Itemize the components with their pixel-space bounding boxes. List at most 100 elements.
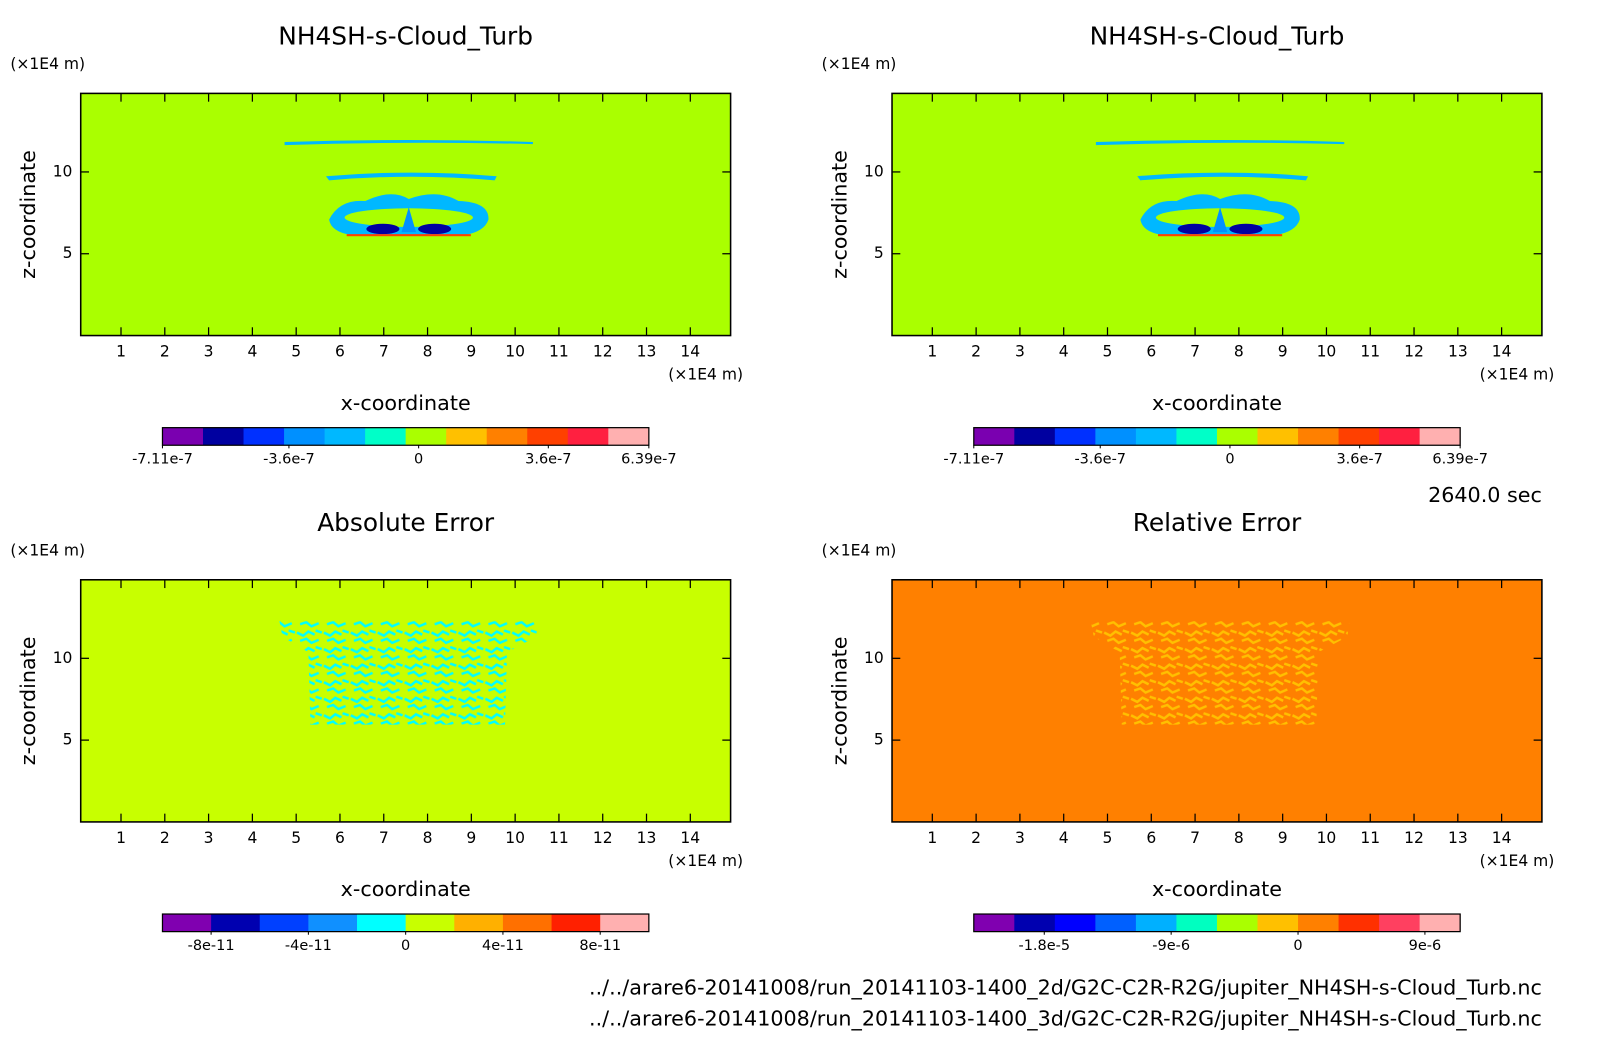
x-tick-label: 2 bbox=[160, 343, 170, 361]
colorbar-frame bbox=[973, 427, 1461, 446]
colorbar-segment bbox=[1054, 427, 1096, 446]
colorbar-tick-label: 9e-6 bbox=[1409, 938, 1442, 954]
cloud-low bbox=[366, 223, 400, 235]
cloud-edge bbox=[346, 234, 471, 237]
x-tick-label: 14 bbox=[680, 343, 700, 361]
x-tick-label: 5 bbox=[291, 343, 301, 361]
y-tick-label: 10 bbox=[53, 649, 73, 667]
colorbar-segment bbox=[454, 914, 504, 932]
x-tick-label: 11 bbox=[1360, 343, 1380, 361]
x-tick-label: 7 bbox=[379, 829, 389, 847]
field bbox=[80, 93, 731, 336]
x-tick-label: 7 bbox=[379, 343, 389, 361]
x-tick-label: 2 bbox=[160, 829, 170, 847]
x-tick-label: 3 bbox=[1015, 829, 1025, 847]
colorbar-segment bbox=[324, 427, 366, 446]
y-unit: (×1E4 m) bbox=[10, 55, 85, 73]
colorbar-segment bbox=[1298, 914, 1340, 932]
colorbar-tick-label: 6.39e-7 bbox=[1432, 452, 1488, 468]
x-tick-label: 6 bbox=[1146, 829, 1156, 847]
x-tick-label: 8 bbox=[1234, 343, 1244, 361]
x-tick-label: 8 bbox=[423, 343, 433, 361]
mottle-region bbox=[1090, 621, 1350, 725]
x-tick-label: 9 bbox=[466, 343, 476, 361]
x-tick-label: 4 bbox=[247, 829, 257, 847]
y-axis-label: z-coordinate bbox=[16, 150, 40, 279]
x-tick-label: 14 bbox=[1492, 343, 1512, 361]
x-tick-label: 3 bbox=[204, 343, 214, 361]
x-axis-label: x-coordinate bbox=[341, 391, 471, 415]
x-tick-label: 11 bbox=[549, 343, 569, 361]
colorbar-segment bbox=[357, 914, 407, 932]
x-tick-label: 14 bbox=[680, 829, 700, 847]
x-tick-label: 13 bbox=[637, 829, 657, 847]
x-tick-label: 6 bbox=[335, 343, 345, 361]
colorbar-segment bbox=[1257, 427, 1299, 446]
x-tick-label: 4 bbox=[1059, 829, 1069, 847]
cloud-low bbox=[1229, 223, 1263, 235]
x-tick-label: 12 bbox=[593, 829, 613, 847]
y-tick-label: 10 bbox=[864, 649, 884, 667]
colorbar-segment bbox=[1338, 914, 1380, 932]
x-tick-label: 1 bbox=[116, 829, 126, 847]
x-unit: (×1E4 m) bbox=[1480, 365, 1555, 383]
colorbar-segment bbox=[551, 914, 601, 932]
panel-title: Absolute Error bbox=[317, 508, 495, 537]
colorbar-segment bbox=[308, 914, 358, 932]
y-axis-label: z-coordinate bbox=[827, 150, 851, 279]
cloud-arc bbox=[1137, 172, 1309, 181]
cloud-arc bbox=[284, 139, 533, 146]
colorbar-tick-label: 8e-11 bbox=[579, 938, 621, 954]
cloud-spike bbox=[401, 207, 417, 233]
x-tick-label: 13 bbox=[1448, 829, 1468, 847]
colorbar-tick-label: 3.6e-7 bbox=[525, 452, 571, 468]
colorbar-segment bbox=[1338, 427, 1380, 446]
x-tick-label: 1 bbox=[927, 343, 937, 361]
x-tick-label: 3 bbox=[1015, 343, 1025, 361]
colorbar-segment bbox=[211, 914, 261, 932]
x-axis-label: x-coordinate bbox=[341, 877, 471, 901]
y-unit: (×1E4 m) bbox=[822, 541, 897, 559]
x-tick-label: 10 bbox=[1317, 343, 1337, 361]
colorbar-segment bbox=[1014, 914, 1056, 932]
colorbar-segment bbox=[405, 427, 447, 446]
colorbar-segment bbox=[1014, 427, 1056, 446]
plot-frame bbox=[891, 579, 1543, 823]
x-tick-label: 2 bbox=[971, 829, 981, 847]
y-axis-label: z-coordinate bbox=[16, 637, 40, 766]
y-axis-label: z-coordinate bbox=[827, 637, 851, 766]
colorbar-tick-label: -8e-11 bbox=[188, 938, 235, 954]
colorbar-segment bbox=[1419, 427, 1461, 446]
panel-title: NH4SH-s-Cloud_Turb bbox=[1090, 22, 1345, 51]
colorbar-tick-label: 0 bbox=[401, 938, 410, 954]
x-tick-label: 13 bbox=[637, 343, 657, 361]
colorbar-segment bbox=[1216, 914, 1259, 932]
y-tick-label: 5 bbox=[874, 731, 884, 749]
colorbar-tick-label: 0 bbox=[1293, 938, 1302, 954]
colorbar-frame bbox=[161, 427, 650, 446]
panel-title: NH4SH-s-Cloud_Turb bbox=[278, 22, 533, 51]
y-tick-label: 10 bbox=[53, 162, 73, 180]
colorbar-segment bbox=[365, 427, 407, 446]
cloud-edge bbox=[1157, 234, 1283, 237]
colorbar-segment bbox=[259, 914, 309, 932]
colorbar-segment bbox=[567, 427, 609, 446]
x-tick-label: 14 bbox=[1492, 829, 1512, 847]
x-tick-label: 11 bbox=[1360, 829, 1380, 847]
y-unit: (×1E4 m) bbox=[10, 541, 85, 559]
colorbar-tick-label: 6.39e-7 bbox=[621, 452, 677, 468]
x-tick-label: 11 bbox=[549, 829, 569, 847]
field bbox=[892, 93, 1542, 336]
colorbar-segment bbox=[1135, 914, 1177, 932]
colorbar-segment bbox=[1379, 427, 1421, 446]
colorbar-segment bbox=[284, 427, 326, 446]
colorbar-tick-label: 4e-11 bbox=[482, 938, 524, 954]
colorbar-tick-label: 0 bbox=[414, 452, 423, 468]
colorbar-segment bbox=[1257, 914, 1299, 932]
x-tick-label: 6 bbox=[335, 829, 345, 847]
cloud-low bbox=[418, 223, 452, 235]
x-tick-label: 5 bbox=[291, 829, 301, 847]
colorbar-segment bbox=[608, 427, 650, 446]
plot-frame bbox=[79, 579, 732, 823]
x-tick-label: 8 bbox=[1234, 829, 1244, 847]
